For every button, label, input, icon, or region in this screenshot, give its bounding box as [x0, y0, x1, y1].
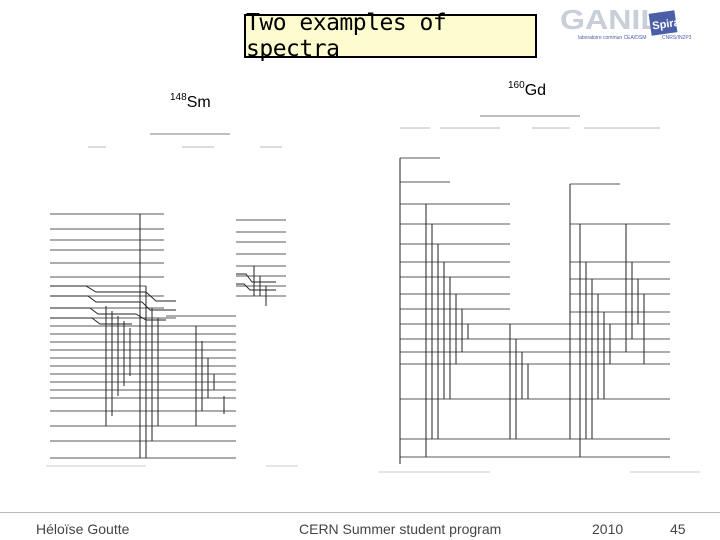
nucleus-label-sm: 148Sm	[170, 92, 211, 112]
ganil-logo: GANIL Spiral2 laboratoire commun CEA/DSM…	[560, 4, 692, 41]
nucleus-label-gd: 160Gd	[508, 80, 547, 100]
level-scheme-gd160	[378, 115, 700, 473]
slide-title: Two examples of spectra	[244, 10, 537, 62]
footer-event: CERN Summer student program	[299, 521, 502, 537]
footer-page-number: 45	[670, 521, 686, 537]
logo-caption-left: laboratoire commun CEA/DSM	[578, 35, 646, 41]
footer-divider	[0, 512, 720, 513]
logo-sub: Spiral2	[652, 15, 690, 32]
nucleus-mass-gd: 160	[508, 80, 525, 91]
logo-caption-right: CNRS/IN2P3	[662, 35, 692, 41]
footer-year: 2010	[592, 521, 624, 537]
nucleus-symbol-sm: Sm	[186, 94, 211, 111]
level-scheme-sm148	[46, 133, 298, 467]
nucleus-symbol-gd: Gd	[524, 82, 547, 99]
footer-author: Héloïse Goutte	[36, 521, 130, 537]
nucleus-mass-sm: 148	[170, 92, 187, 103]
logo-main: GANIL	[560, 4, 660, 35]
